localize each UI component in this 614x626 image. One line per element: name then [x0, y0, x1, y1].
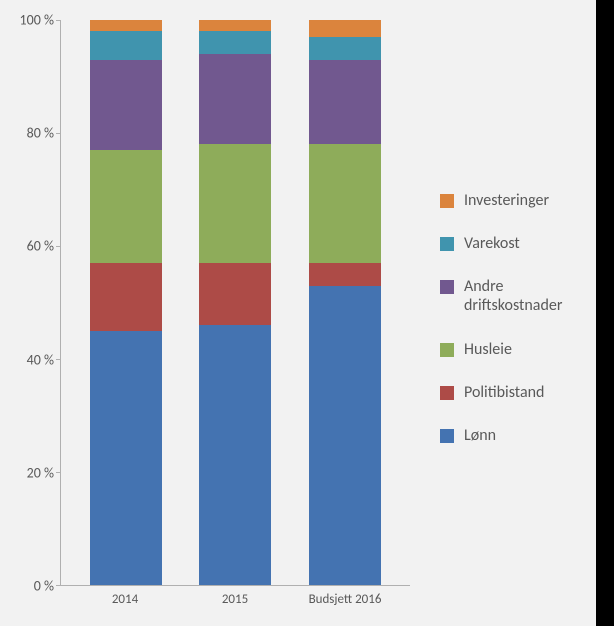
bar-segment-invest [90, 20, 162, 31]
bar-segment-husleie [199, 144, 271, 263]
y-tick-mark [56, 246, 61, 247]
legend-label: Lønn [464, 426, 496, 445]
bar-segment-husleie [90, 150, 162, 263]
bar-segment-invest [199, 20, 271, 31]
bar-segment-lonn [90, 331, 162, 585]
bar-segment-lonn [309, 286, 381, 585]
bar-segment-andre [90, 60, 162, 150]
cost-breakdown-chart: 0 % 20 % 40 % 60 % 80 % 100 % 2014 2015 Budsjet… [0, 0, 596, 626]
bar-segment-andre [199, 54, 271, 144]
x-axis-label: Budsjett 2016 [304, 586, 386, 616]
legend-item-andre: Andre driftskostnader [440, 277, 586, 315]
legend-swatch [440, 280, 454, 294]
legend-label: Husleie [464, 340, 512, 359]
plot-area: 0 %20 %40 %60 %80 %100 % [10, 20, 410, 586]
legend-item-invest: Investeringer [440, 191, 586, 210]
bar-segment-lonn [199, 325, 271, 585]
stacked-bar [309, 20, 381, 585]
bar-segment-politibistand [309, 263, 381, 286]
y-tick-mark [56, 585, 61, 586]
plot-column: 0 %20 %40 %60 %80 %100 % 20142015Budsjet… [10, 20, 410, 616]
bar-segment-varekost [90, 31, 162, 59]
legend-label: Politibistand [464, 383, 544, 402]
y-tick-mark [56, 20, 61, 21]
y-axis: 0 %20 %40 %60 %80 %100 % [10, 20, 60, 586]
bars-area [60, 20, 410, 586]
legend-label: Andre driftskostnader [464, 277, 584, 315]
bar-segment-varekost [309, 37, 381, 60]
bar-segment-husleie [309, 144, 381, 263]
y-tick-mark [56, 472, 61, 473]
x-axis-label: 2014 [84, 586, 166, 616]
legend-swatch [440, 194, 454, 208]
legend-item-lonn: Lønn [440, 426, 586, 445]
y-tick-label: 100 % [20, 12, 54, 29]
y-tick-mark [56, 359, 61, 360]
legend-swatch [440, 237, 454, 251]
bar-segment-andre [309, 60, 381, 145]
legend-item-politibistand: Politibistand [440, 383, 586, 402]
y-tick-mark [56, 133, 61, 134]
y-tick-label: 80 % [27, 125, 54, 142]
y-tick-label: 0 % [34, 578, 54, 595]
y-tick-label: 40 % [27, 351, 54, 368]
bar-segment-politibistand [199, 263, 271, 325]
bar-segment-invest [309, 20, 381, 37]
y-tick-label: 60 % [27, 238, 54, 255]
legend-swatch [440, 429, 454, 443]
legend-label: Investeringer [464, 191, 549, 210]
legend-item-varekost: Varekost [440, 234, 586, 253]
legend-swatch [440, 386, 454, 400]
legend: Investeringer Varekost Andre driftskostnad… [410, 20, 586, 616]
bar-segment-politibistand [90, 263, 162, 331]
x-axis-label: 2015 [194, 586, 276, 616]
stacked-bar [199, 20, 271, 585]
legend-label: Varekost [464, 234, 520, 253]
y-tick-label: 20 % [27, 464, 54, 481]
stacked-bar [90, 20, 162, 585]
x-axis: 2014 2015 Budsjett 2016 [10, 586, 410, 616]
bar-segment-varekost [199, 31, 271, 54]
x-axis-labels: 2014 2015 Budsjett 2016 [60, 586, 410, 616]
legend-swatch [440, 343, 454, 357]
legend-item-husleie: Husleie [440, 340, 586, 359]
